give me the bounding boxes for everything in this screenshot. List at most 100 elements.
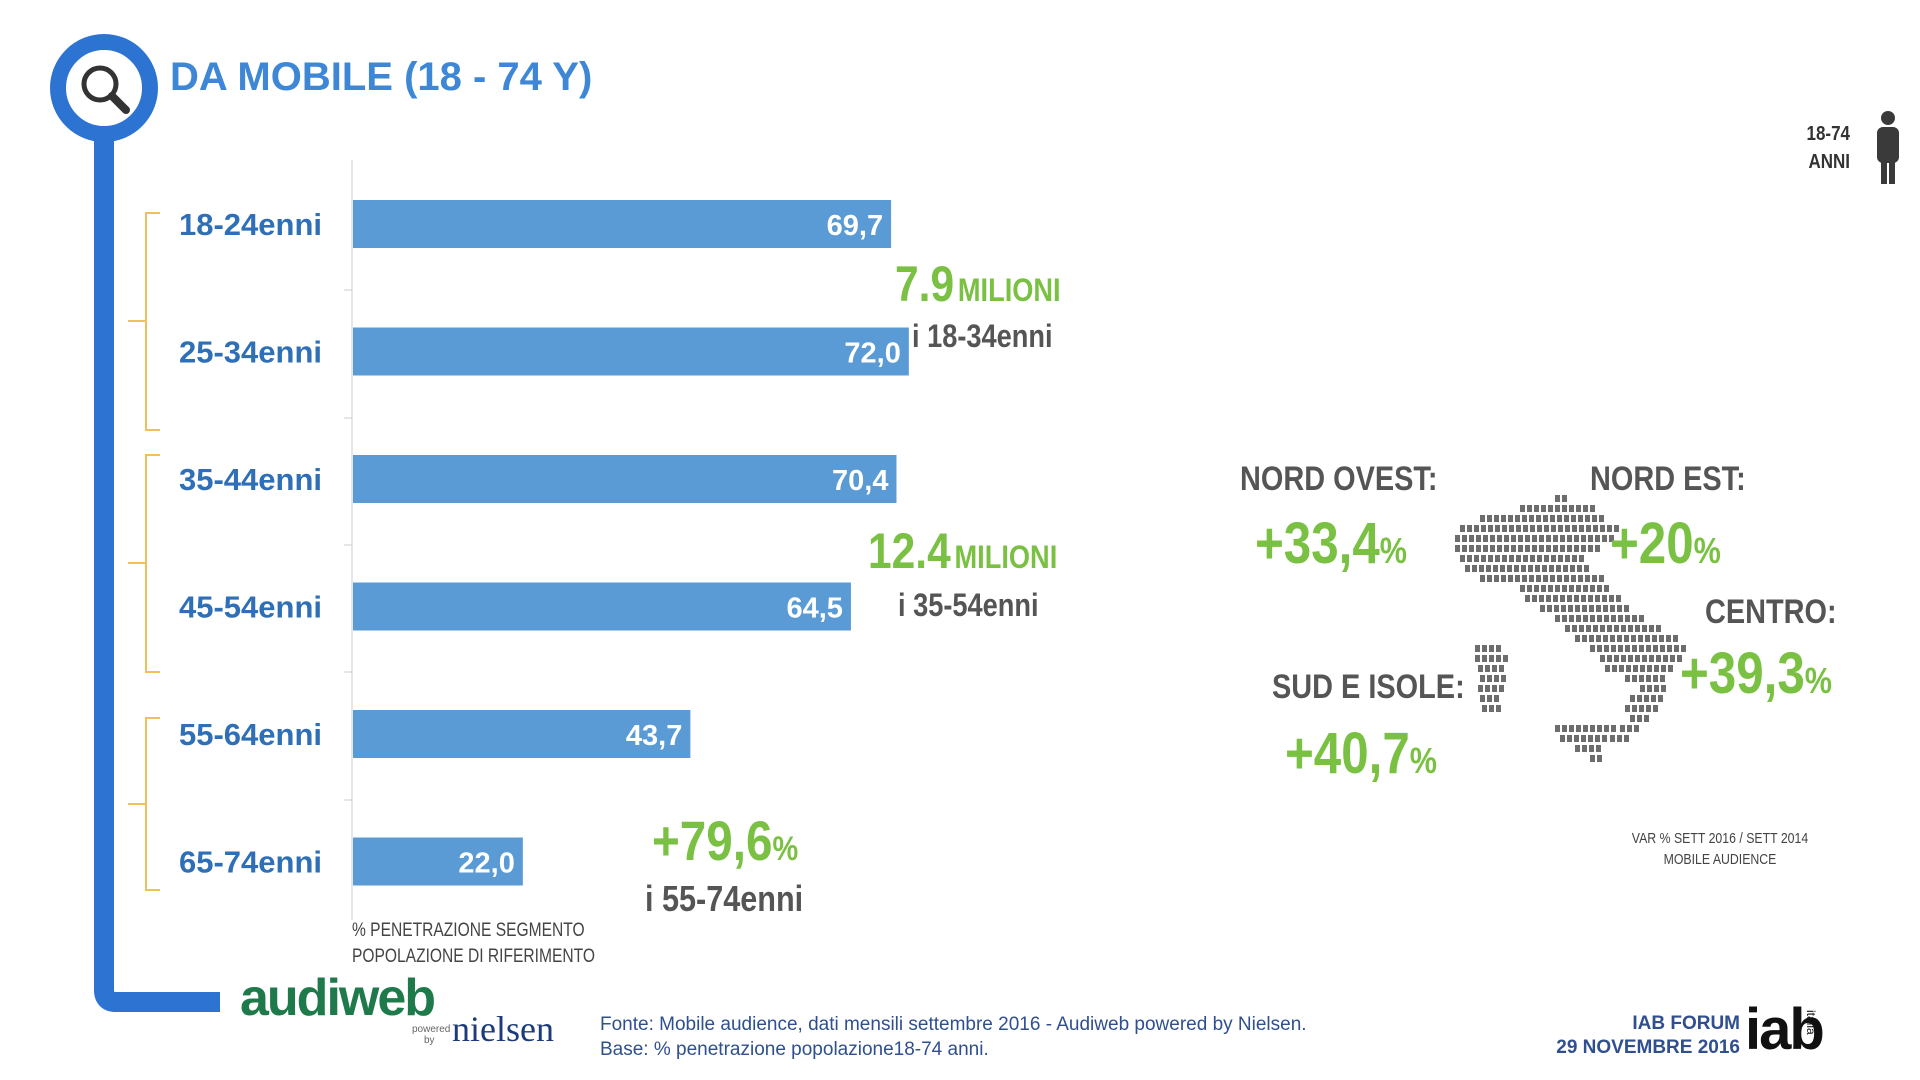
map-dot [1603,635,1608,642]
map-dot [1479,565,1484,572]
map-dot [1575,605,1580,612]
map-dot [1543,515,1548,522]
map-dot [1490,545,1495,552]
map-dot [1583,615,1588,622]
region-nord-ovest-value: +33,4% [1255,510,1407,577]
map-dot [1529,515,1534,522]
map-dot [1646,705,1651,712]
map-dot [1584,565,1589,572]
map-dot [1583,725,1588,732]
map-dot [1585,515,1590,522]
map-dot [1625,675,1630,682]
map-dot [1652,635,1657,642]
map-dot [1544,525,1549,532]
person-icon [1877,111,1899,184]
map-dot [1467,555,1472,562]
bar [353,710,691,758]
map-dot [1529,575,1534,582]
map-dot [1621,625,1626,632]
map-dot [1590,645,1595,652]
map-dot [1455,535,1460,542]
map-dot [1540,605,1545,612]
region-value-number: +20 [1610,511,1694,576]
map-dot [1653,705,1658,712]
map-dot [1624,735,1629,742]
bar-value-label: 69,7 [827,210,883,242]
map-dot [1462,545,1467,552]
map-dot [1581,535,1586,542]
map-dot [1508,575,1513,582]
map-dot [1640,665,1645,672]
map-dot [1646,645,1651,652]
region-value-number: +40,7 [1285,721,1410,786]
callout-unit: % [772,830,799,868]
map-dot [1600,525,1605,532]
category-label: 55-64enni [179,717,322,752]
map-dot [1527,505,1532,512]
map-dot [1610,735,1615,742]
map-dot [1590,505,1595,512]
map-dot [1469,535,1474,542]
map-dot [1539,535,1544,542]
map-dot [1483,545,1488,552]
map-dot [1502,525,1507,532]
category-label: 18-24enni [179,207,322,242]
powered-by-text: powered by [412,1024,450,1046]
map-dot [1480,675,1485,682]
map-dot [1628,625,1633,632]
map-dot [1667,645,1672,652]
map-dot [1647,685,1652,692]
map-dot [1670,655,1675,662]
map-dot [1661,685,1666,692]
axis-note-line-2: POPOLAZIONE DI RIFERIMENTO [352,946,595,967]
map-dot [1611,615,1616,622]
map-dot [1539,595,1544,602]
map-dot [1501,515,1506,522]
map-dot [1476,545,1481,552]
map-dot [1469,545,1474,552]
map-dot [1579,555,1584,562]
map-dot [1632,615,1637,622]
map-dot [1487,515,1492,522]
map-dot [1656,625,1661,632]
map-dot [1511,535,1516,542]
map-dot [1607,625,1612,632]
map-dot [1492,685,1497,692]
map-dot [1550,515,1555,522]
map-dot [1599,575,1604,582]
map-dot [1569,505,1574,512]
bar [353,582,851,631]
map-dot [1604,645,1609,652]
map-dot [1576,505,1581,512]
map-dot [1503,655,1508,662]
map-dot [1582,605,1587,612]
map-dot [1489,655,1494,662]
map-dot [1507,565,1512,572]
map-dot [1595,735,1600,742]
map-dot [1539,545,1544,552]
map-dot [1639,675,1644,682]
italy-map [1455,495,1686,762]
map-dot [1485,685,1490,692]
map-dot [1565,525,1570,532]
map-dot [1511,545,1516,552]
age-brackets [128,212,160,891]
map-dot [1633,665,1638,672]
map-dot [1492,665,1497,672]
map-dot [1625,705,1630,712]
map-dot [1597,585,1602,592]
region-value-pct: % [1804,660,1832,701]
map-dot [1617,735,1622,742]
callout-sub-18-34: i 18-34enni [912,318,1053,354]
iab-forum-date: 29 NOVEMBRE 2016 [1556,1037,1740,1058]
map-dot [1549,565,1554,572]
map-dot [1562,725,1567,732]
map-dot [1625,615,1630,622]
map-dot [1487,695,1492,702]
region-value-number: +39,3 [1680,641,1805,706]
map-dot [1494,575,1499,582]
bar-value-label: 64,5 [786,593,842,625]
source-line-2: Base: % penetrazione popolazione18-74 an… [600,1039,989,1060]
map-dot [1541,585,1546,592]
map-dot [1494,675,1499,682]
